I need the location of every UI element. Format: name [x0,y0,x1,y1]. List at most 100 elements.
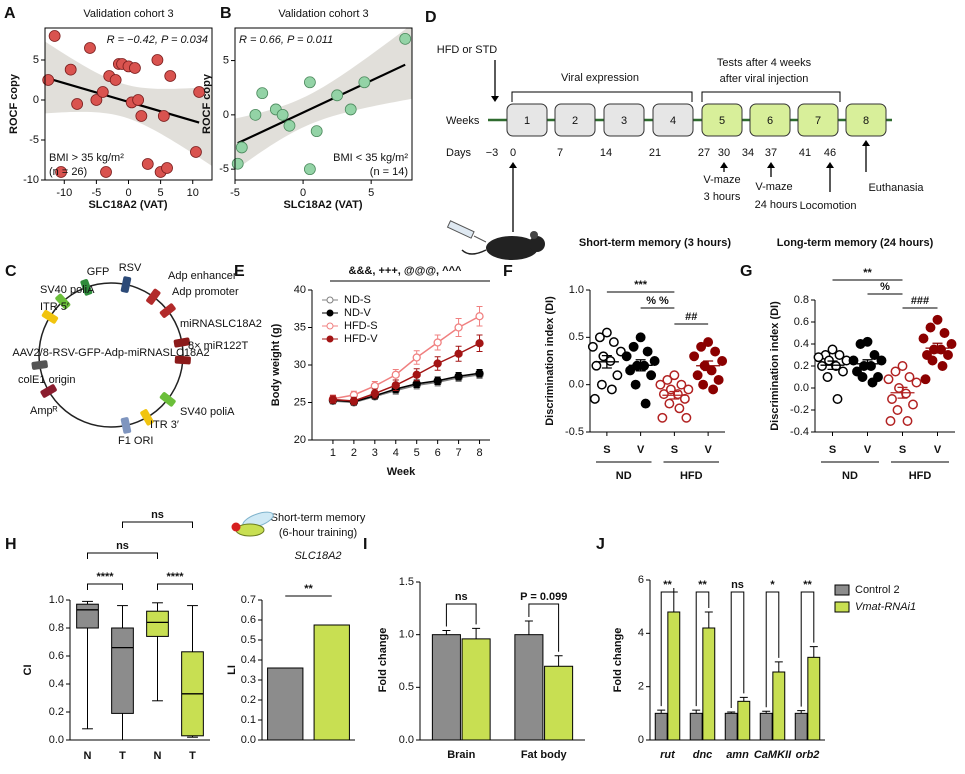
point [100,166,112,178]
y-tick-label: 35 [294,321,306,333]
panel-label: G [740,263,752,280]
y-tick-label: 0.6 [49,650,64,662]
group-label: HFD [680,470,703,482]
point [855,339,866,349]
error-bar [727,711,736,714]
sig-label: * [770,579,775,591]
point [190,146,202,158]
legend-label: Vmat-RNAi1 [855,601,916,613]
marker [328,395,338,404]
plasmid-label: Ampᴿ [30,405,58,417]
plasmid-label: F1 ORI [118,435,153,447]
point [943,350,953,360]
point [662,374,673,385]
y-axis-label: Discrimination index (DI) [769,301,781,431]
x-tick-label: V [704,444,712,456]
point [937,361,948,371]
error-bar [762,710,771,714]
point [608,337,619,348]
mean-sem [662,390,687,400]
y-tick-label: 0.5 [241,634,256,646]
point [589,393,600,404]
plasmid-label: ITR 5′ [40,301,69,313]
day-label: 27 [698,147,710,159]
point [235,141,248,154]
bar [689,712,703,741]
y-tick-label: 0 [223,109,229,121]
day-label: 7 [557,147,563,159]
sig-label: ns [151,509,164,521]
y-tick-label: 0.8 [49,622,64,634]
point [231,157,244,170]
sig-label: P = 0.099 [520,591,567,603]
sig-bracket [87,552,158,559]
fly-eye [231,522,241,532]
marker [454,349,463,358]
y-tick-label: 0.4 [49,678,64,690]
bar [772,671,786,741]
sig-label: % % [646,295,669,307]
point [303,76,316,89]
point [925,322,936,333]
y-tick-label: 0.6 [241,614,256,626]
x-tick-label: -10 [56,187,72,199]
legend-label: HFD-V [344,333,378,345]
x-tick-label: 6 [435,447,441,459]
point [625,365,636,376]
day-label: 37 [765,147,777,159]
point [649,356,660,366]
y-tick-label: 5 [223,54,229,66]
point [657,412,668,423]
marker [370,389,379,398]
x-tick-label: N [154,750,162,762]
week-label: 1 [524,115,530,127]
point [689,351,700,362]
y-axis-label: CI [22,665,34,676]
y-axis-label: ROCF copy [201,73,213,134]
y-axis-label: Fold change [612,628,624,693]
week-box [652,103,694,137]
x-tick-label: 0 [125,187,131,199]
mouse-ear [530,231,538,239]
plasmid-label: GFP [87,266,110,278]
marker [412,370,421,379]
sig-bracket [800,591,815,707]
fit-line [237,63,406,145]
error-bar [692,709,701,714]
point [84,42,96,54]
y-tick-label: 0.3 [241,674,256,686]
point [96,86,109,98]
event-label: 24 hours [755,199,798,211]
x-tick-label: Fat body [521,749,568,761]
error-bar [669,591,678,612]
sig-label: ns [731,579,744,591]
week-label: 2 [572,115,578,127]
plasmid-feature [159,392,176,407]
point [857,372,868,382]
point [876,355,887,366]
sig-bracket [695,591,710,707]
y-tick-label: 2 [638,681,644,693]
x-tick-label: -5 [91,187,101,199]
panel-label: F [503,263,513,280]
point [642,346,653,357]
week-box [554,103,596,137]
point [887,394,897,404]
point [606,384,617,395]
point [90,94,103,106]
marker [475,312,484,321]
panel-label: A [4,5,16,22]
plot-frame [234,27,413,181]
y-tick-label: 0.4 [794,338,809,350]
stat-label: R = 0.66, P = 0.011 [239,34,333,46]
plasmid-feature [140,409,154,426]
point [344,103,357,116]
point [669,370,680,381]
y-axis-label: LI [226,665,238,675]
plasmid-label: miRNASLC18A2 [180,318,262,330]
point [587,341,598,352]
plasmid-label: ITR 3′ [150,419,179,431]
point [904,372,915,382]
point [157,110,170,122]
y-tick-label: 1.0 [399,629,414,641]
